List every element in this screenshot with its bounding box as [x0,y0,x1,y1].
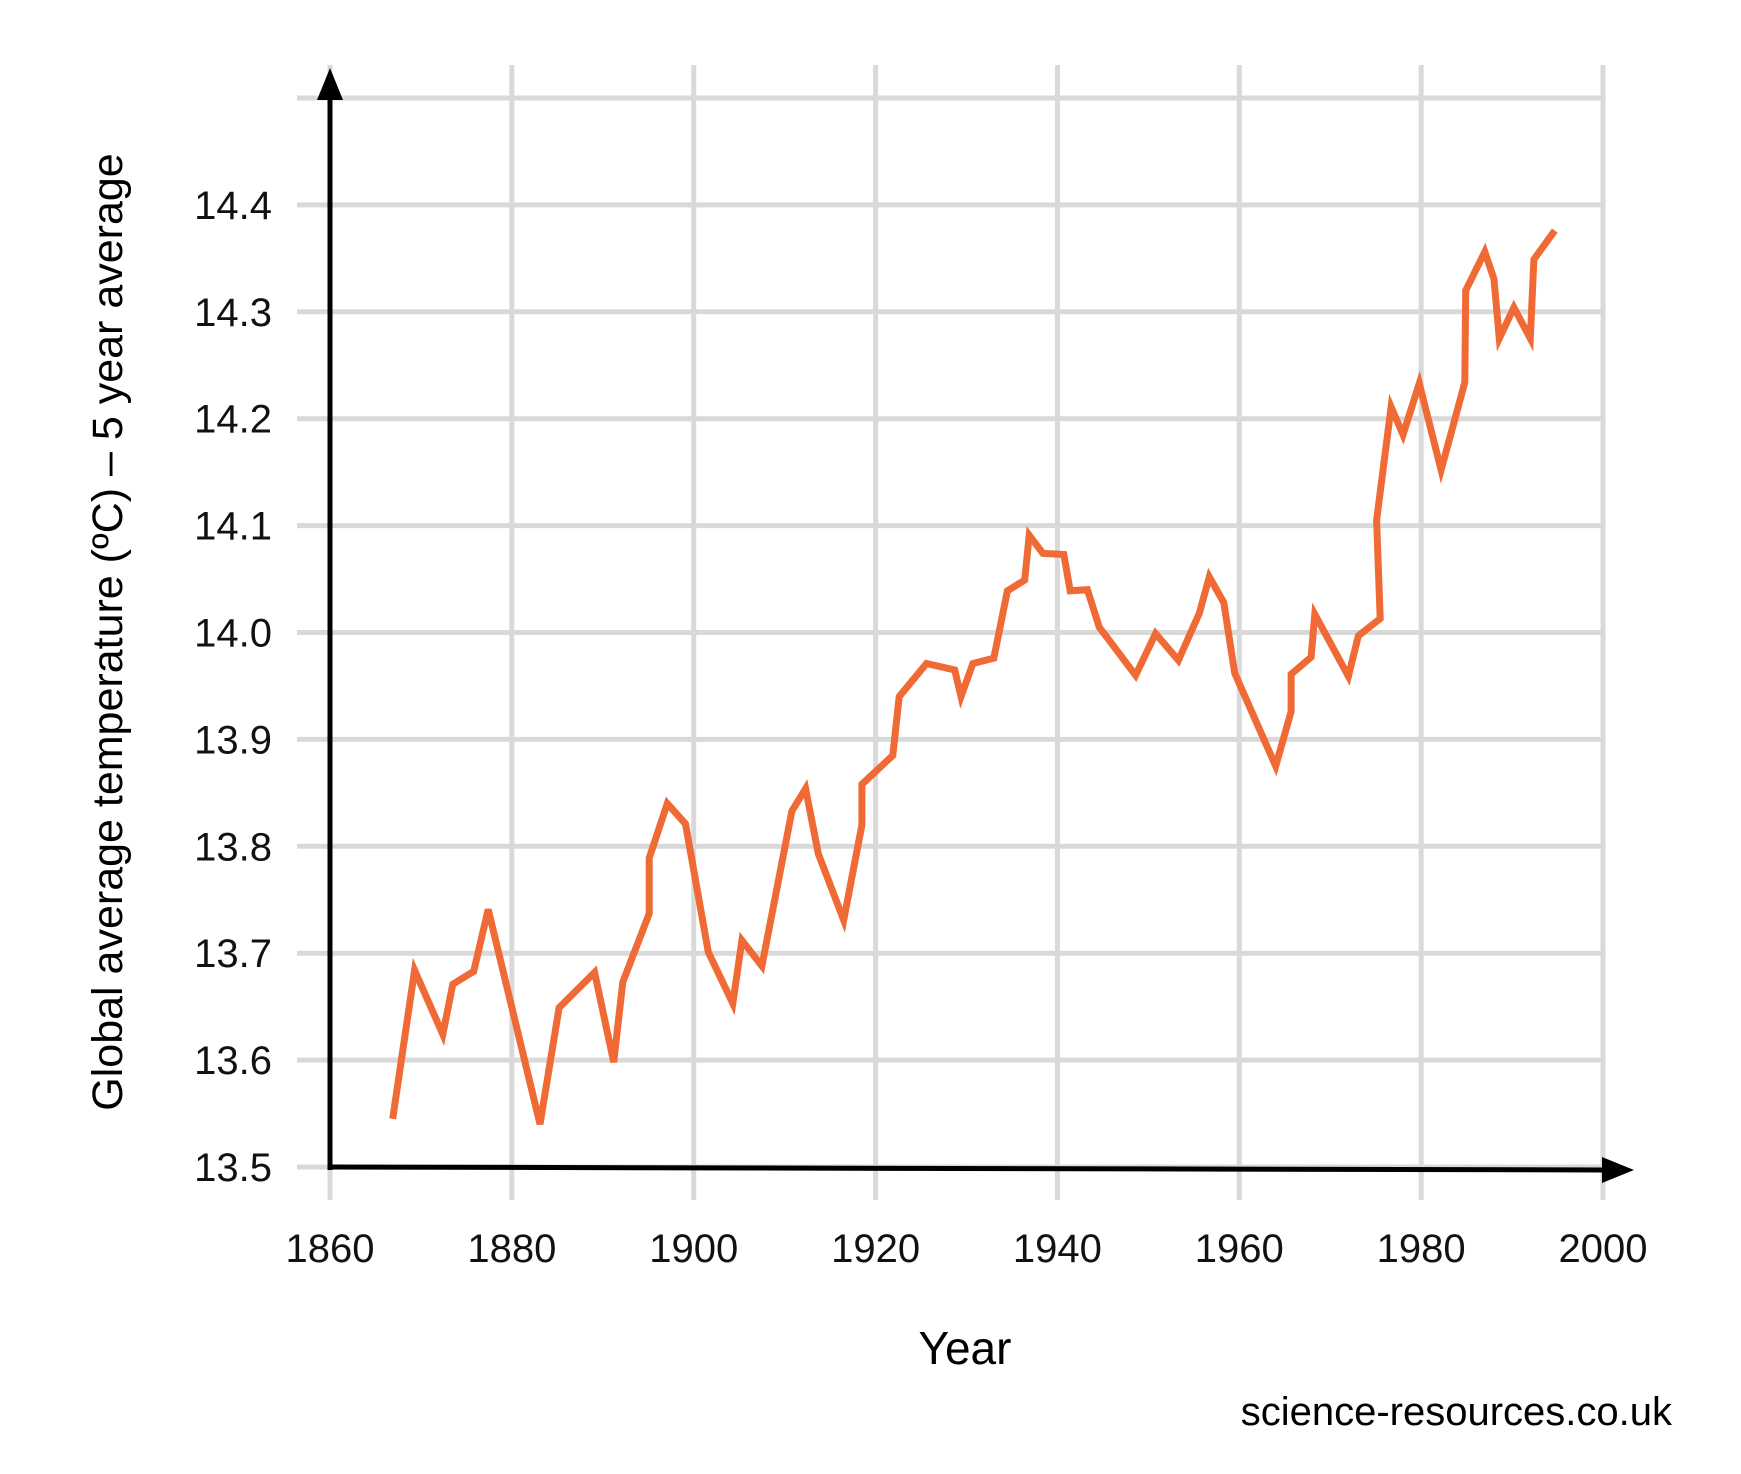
x-tick-label: 1980 [1377,1227,1466,1271]
y-tick-label: 13.7 [194,932,272,976]
credit-text: science-resources.co.uk [1241,1390,1673,1434]
x-tick-label: 1960 [1195,1227,1284,1271]
x-tick-label: 2000 [1559,1227,1648,1271]
x-tick-label: 1860 [286,1227,375,1271]
y-tick-label: 14.2 [194,398,272,442]
y-tick-label: 13.9 [194,718,272,762]
y-tick-label: 13.6 [194,1039,272,1083]
y-tick-labels: 13.5 13.6 13.7 13.8 13.9 14.0 14.1 14.2 14.3 14.4 [194,184,272,1190]
x-tick-label: 1900 [649,1227,738,1271]
x-axis [327,1164,1606,1173]
y-tick-label: 14.0 [194,612,272,656]
y-tick-label: 13.8 [194,825,272,869]
x-axis-label: Year [919,1322,1012,1374]
y-axis-arrow [317,68,343,100]
x-tick-label: 1880 [467,1227,556,1271]
x-tick-label: 1920 [831,1227,920,1271]
y-axis-label: Global average temperature (ºC) – 5 year… [84,153,132,1110]
grid [297,65,1606,1200]
x-tick-label: 1940 [1013,1227,1102,1271]
y-tick-label: 14.4 [194,184,272,228]
y-tick-label: 14.3 [194,291,272,335]
y-tick-label: 13.5 [194,1146,272,1190]
x-axis-arrow [1602,1157,1634,1183]
series-line [389,228,1558,1126]
y-tick-label: 14.1 [194,505,272,549]
x-tick-labels: 1860 1880 1900 1920 1940 1960 1980 2000 [286,1227,1648,1271]
